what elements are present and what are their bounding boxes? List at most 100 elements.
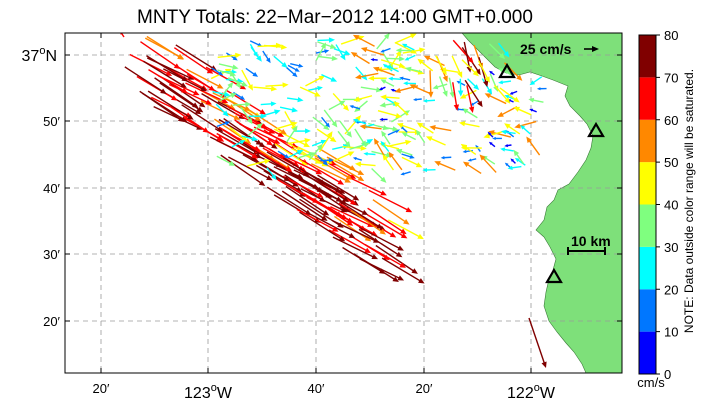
current-vector bbox=[216, 121, 231, 128]
current-vector bbox=[311, 139, 327, 147]
current-vector bbox=[514, 157, 526, 166]
colorbar-tick-label: 30 bbox=[664, 240, 678, 255]
colorbar-block bbox=[639, 331, 656, 374]
current-vector bbox=[507, 165, 522, 171]
current-vector bbox=[423, 55, 445, 67]
current-vector bbox=[434, 161, 456, 171]
current-vector bbox=[335, 44, 346, 61]
current-vector bbox=[396, 122, 416, 131]
current-vector bbox=[359, 124, 382, 130]
current-vector bbox=[381, 257, 425, 284]
current-vector bbox=[377, 110, 402, 119]
current-vector bbox=[349, 142, 371, 150]
lat-label: 20′ bbox=[43, 314, 60, 329]
current-vector bbox=[379, 102, 397, 108]
current-vector bbox=[241, 69, 253, 91]
current-vector bbox=[484, 93, 507, 105]
current-vector bbox=[466, 85, 475, 113]
current-vector bbox=[308, 143, 323, 161]
current-vector bbox=[380, 47, 391, 53]
current-vector bbox=[375, 244, 418, 274]
current-vector bbox=[315, 42, 327, 61]
current-vector bbox=[428, 70, 434, 98]
axis-labels: 37oN 50′ 40′ 30′ 20′ 20′ 123oW 40′ 20′ 122oW bbox=[22, 45, 556, 402]
current-vector bbox=[353, 253, 399, 283]
current-vector bbox=[358, 226, 404, 251]
current-vector bbox=[488, 43, 506, 60]
current-vector bbox=[185, 82, 229, 104]
figure-title: MNTY Totals: 22−Mar−2012 14:00 GMT+0.000 bbox=[137, 7, 533, 28]
current-vector bbox=[394, 33, 417, 44]
current-vector bbox=[378, 125, 399, 132]
radar-site-triangle bbox=[545, 267, 563, 284]
colorbar: 80 70 60 50 40 30 20 10 0 cm/s NOTE: Data outsid… bbox=[637, 28, 696, 390]
current-vector bbox=[456, 80, 466, 87]
current-vector bbox=[279, 106, 299, 113]
current-vector bbox=[181, 104, 224, 132]
current-vector bbox=[513, 149, 525, 165]
current-vector bbox=[387, 139, 412, 148]
current-vector bbox=[144, 37, 184, 60]
current-vector bbox=[402, 47, 426, 54]
current-vector bbox=[296, 208, 339, 232]
current-vector bbox=[312, 116, 330, 131]
map-frame bbox=[64, 32, 623, 374]
current-vector bbox=[339, 200, 383, 229]
current-vector bbox=[310, 163, 352, 183]
lon-label: 122oW bbox=[507, 382, 556, 402]
current-vector bbox=[266, 151, 310, 177]
current-vector bbox=[218, 63, 239, 70]
colorbar-tick-label: 40 bbox=[664, 198, 678, 213]
scale-vector-label: 25 cm/s bbox=[520, 41, 572, 57]
colorbar-block bbox=[639, 77, 656, 120]
current-vector bbox=[350, 51, 370, 65]
current-vector bbox=[282, 175, 324, 198]
current-vector bbox=[266, 167, 277, 181]
current-vector bbox=[416, 122, 434, 134]
current-vector bbox=[380, 94, 400, 100]
current-vector bbox=[387, 219, 424, 240]
current-vector bbox=[448, 77, 455, 99]
current-vector bbox=[146, 55, 188, 82]
current-vector bbox=[536, 87, 547, 91]
colorbar-tick-label: 80 bbox=[664, 28, 678, 43]
colorbar-tick-label: 60 bbox=[664, 113, 678, 128]
colorbar-units: cm/s bbox=[637, 375, 665, 390]
current-vector bbox=[388, 76, 402, 81]
current-vector bbox=[513, 106, 532, 116]
current-vector bbox=[332, 236, 379, 260]
current-vector bbox=[372, 199, 410, 225]
current-vector bbox=[370, 58, 378, 62]
lon-label: 20′ bbox=[416, 381, 433, 396]
current-vector bbox=[461, 59, 479, 77]
lat-label: 40′ bbox=[43, 181, 60, 196]
colorbar-note: NOTE: Data outside color range will be s… bbox=[682, 69, 696, 333]
current-vector bbox=[416, 129, 426, 144]
current-vector bbox=[379, 86, 386, 91]
current-vector bbox=[528, 97, 544, 103]
current-vector bbox=[168, 83, 213, 105]
current-vector bbox=[277, 150, 290, 159]
current-vector bbox=[460, 145, 482, 151]
current-vector bbox=[305, 75, 326, 87]
current-vector bbox=[312, 197, 354, 224]
colorbar-blocks bbox=[639, 35, 656, 374]
current-vector bbox=[401, 156, 423, 168]
current-vector bbox=[339, 120, 352, 138]
colorbar-block bbox=[639, 119, 656, 163]
current-vector bbox=[241, 135, 259, 142]
current-vector bbox=[328, 100, 346, 111]
current-vector bbox=[250, 46, 262, 62]
lon-label: 20′ bbox=[93, 381, 110, 396]
current-vector bbox=[286, 67, 298, 78]
current-vector bbox=[285, 125, 298, 143]
current-vector bbox=[352, 118, 367, 125]
current-vector bbox=[212, 90, 231, 97]
current-vector bbox=[242, 154, 291, 182]
current-vector bbox=[287, 150, 304, 159]
current-vector bbox=[483, 130, 503, 139]
current-vector bbox=[219, 81, 234, 99]
current-vector bbox=[124, 66, 167, 95]
current-vector bbox=[350, 209, 386, 235]
